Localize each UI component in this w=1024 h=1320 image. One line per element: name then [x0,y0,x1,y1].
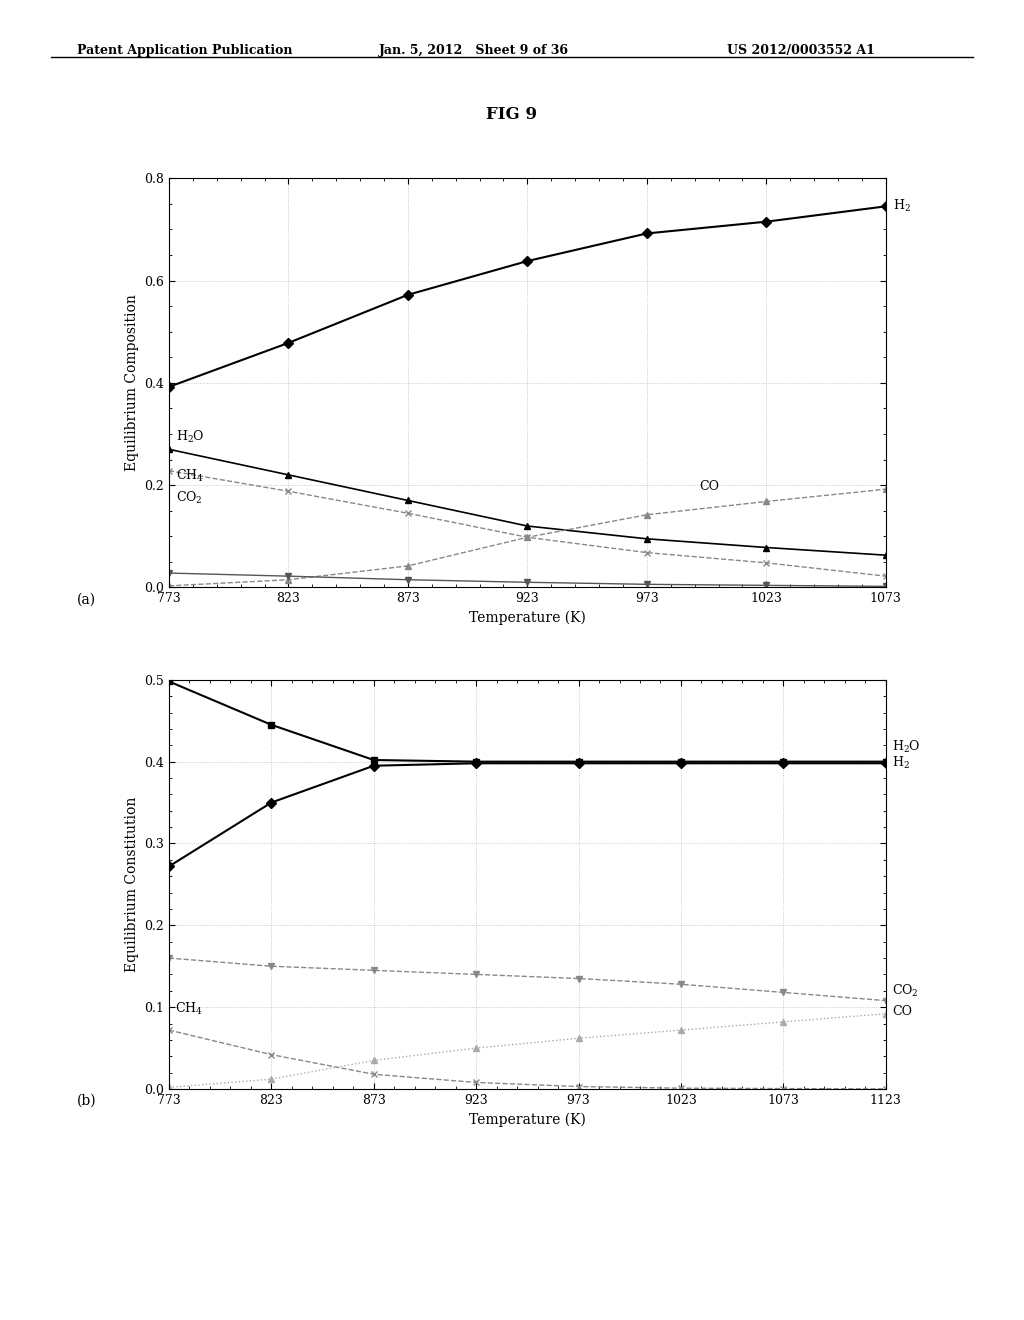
X-axis label: Temperature (K): Temperature (K) [469,611,586,626]
Text: (a): (a) [77,593,96,606]
Text: FIG 9: FIG 9 [486,106,538,123]
Text: CO$_2$: CO$_2$ [176,490,203,506]
Text: H$_2$: H$_2$ [893,198,910,214]
Text: CO: CO [699,479,720,492]
X-axis label: Temperature (K): Temperature (K) [469,1113,586,1127]
Y-axis label: Equilibrium Composition: Equilibrium Composition [125,294,138,471]
Text: CO: CO [892,1005,912,1018]
Text: H$_2$: H$_2$ [892,755,909,771]
Text: (b): (b) [77,1094,96,1107]
Text: CH$_4$: CH$_4$ [175,1001,203,1016]
Text: CH$_4$: CH$_4$ [176,467,204,484]
Y-axis label: Equilibrium Constitution: Equilibrium Constitution [125,797,138,972]
Text: CO$_2$: CO$_2$ [892,983,919,999]
Text: Jan. 5, 2012   Sheet 9 of 36: Jan. 5, 2012 Sheet 9 of 36 [379,44,569,57]
Text: Patent Application Publication: Patent Application Publication [77,44,292,57]
Text: US 2012/0003552 A1: US 2012/0003552 A1 [727,44,874,57]
Text: H$_2$O: H$_2$O [892,739,921,755]
Text: H$_2$O: H$_2$O [176,429,205,445]
